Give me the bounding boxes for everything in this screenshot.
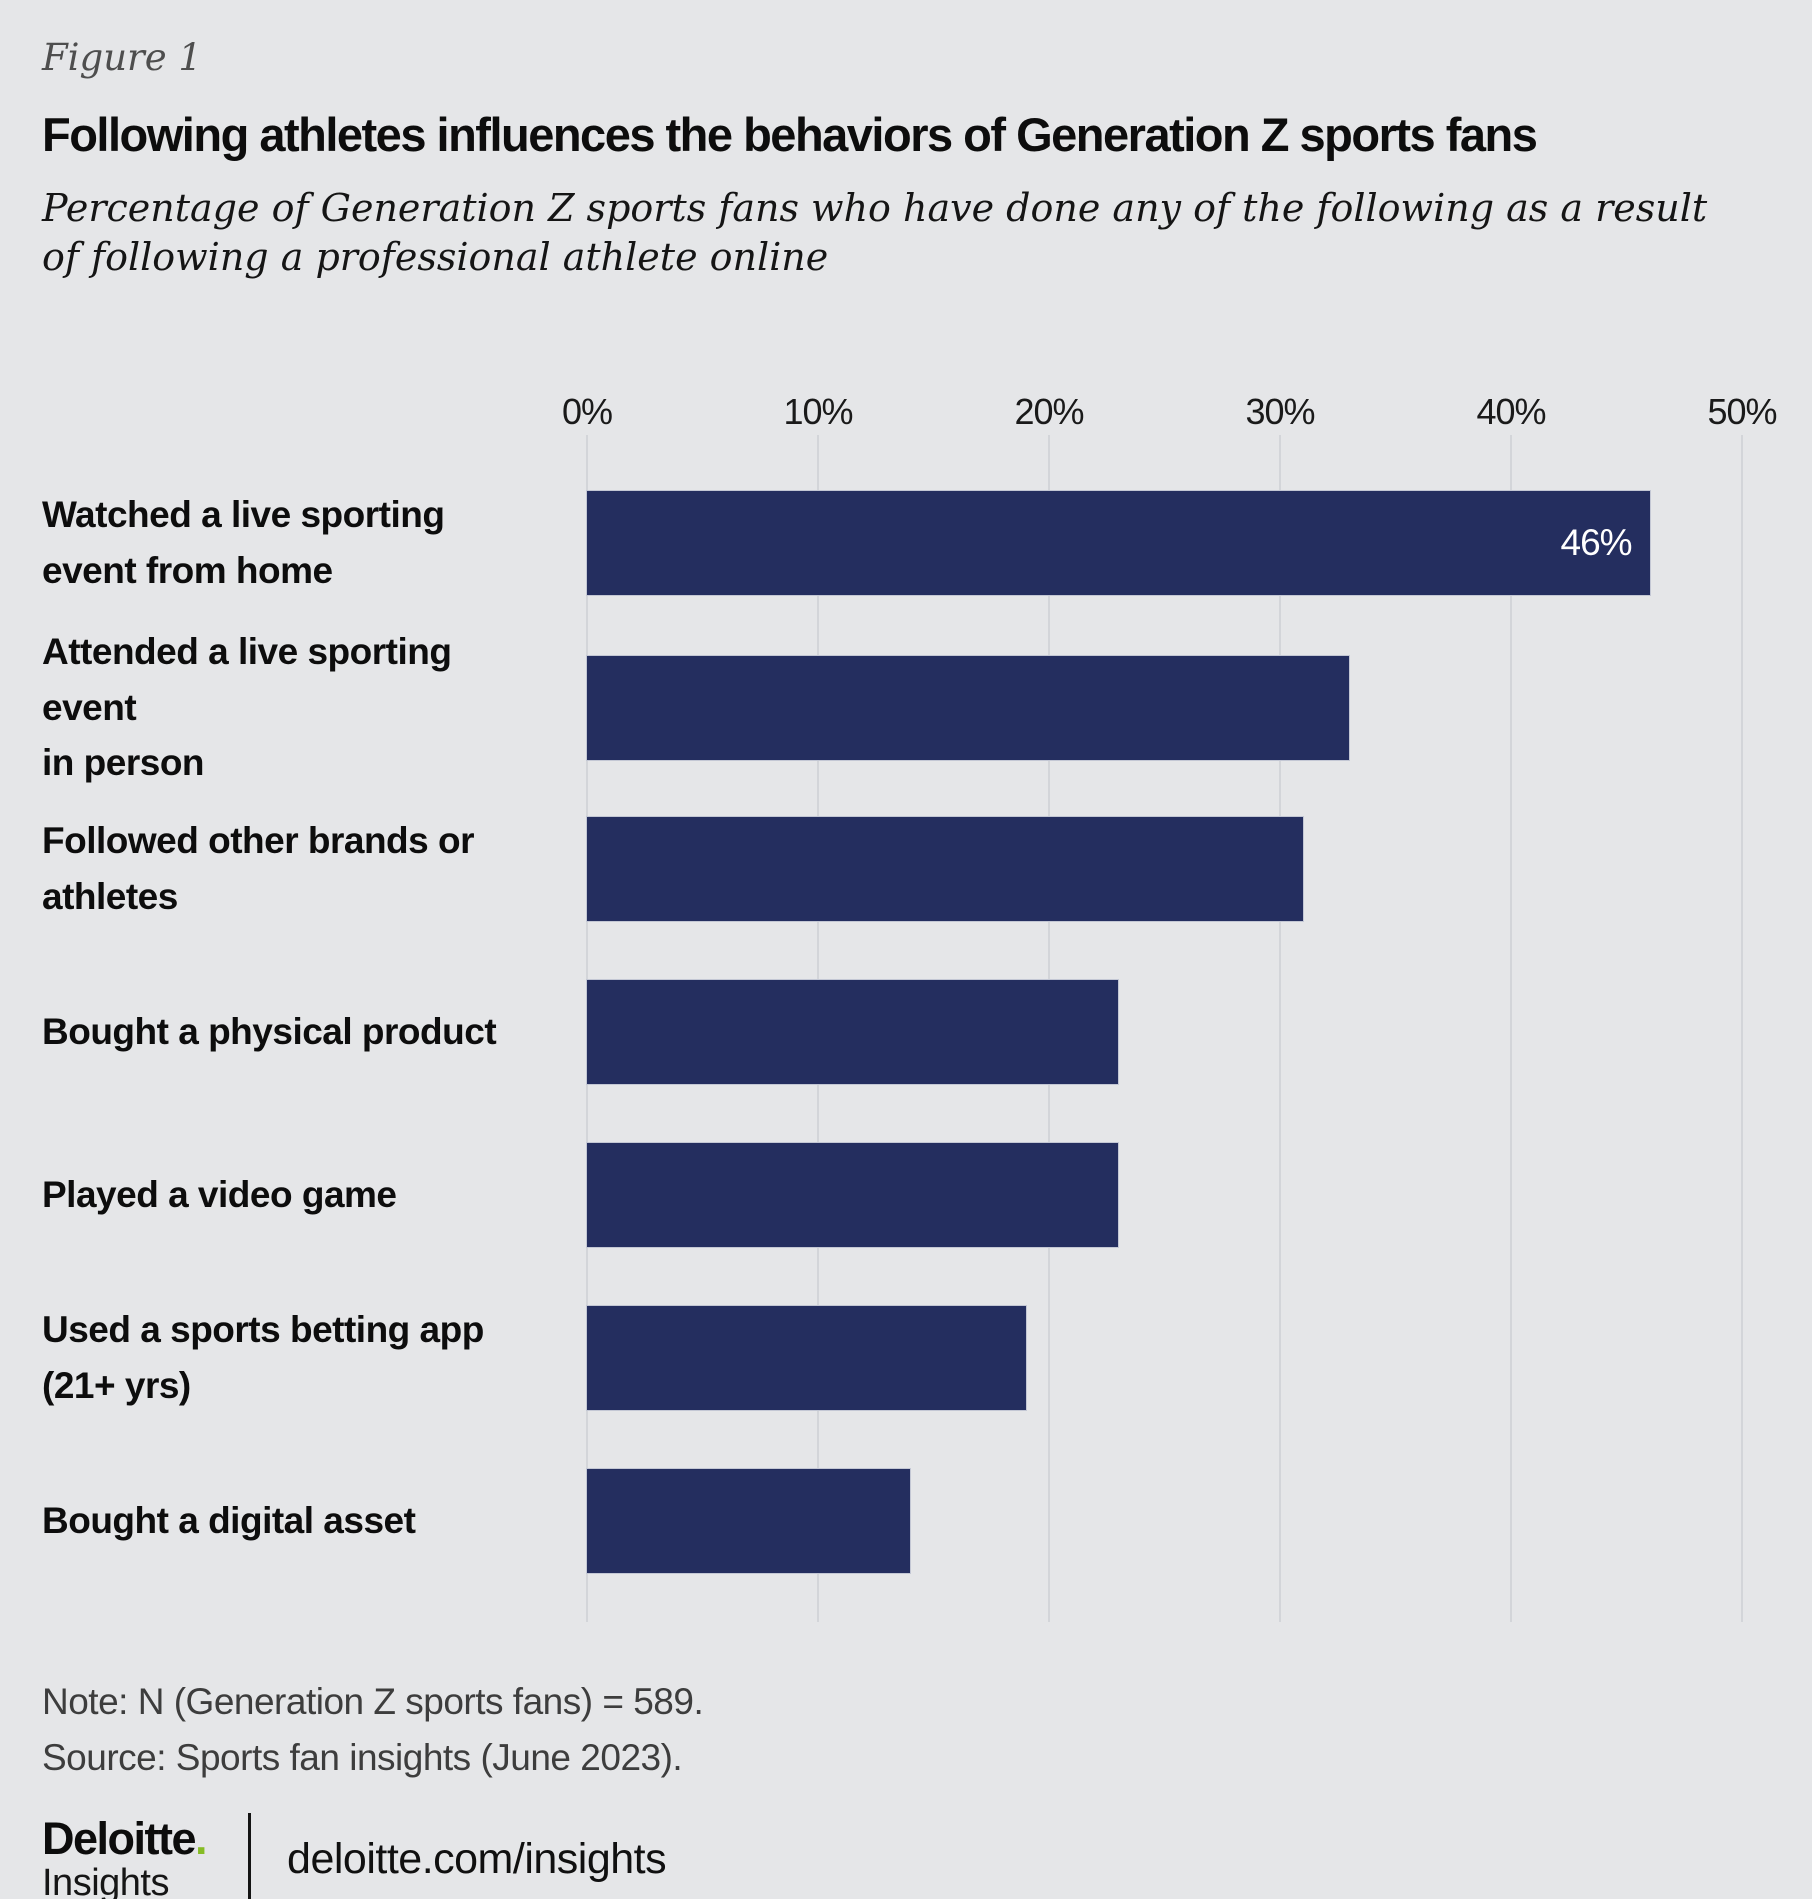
gridline xyxy=(1510,435,1512,1623)
gridline xyxy=(1741,435,1743,1623)
bar-row: Followed other brands or athletes xyxy=(42,787,1742,950)
category-label: Played a video game xyxy=(42,1174,397,1215)
bar-cell xyxy=(587,655,1742,760)
bar-chart: 0% 10% 20% 30% 40% 50% Watched a live sportin… xyxy=(42,373,1778,1623)
bar-row: Attended a live sporting event in person xyxy=(42,624,1742,787)
deloitte-insights-logo: Deloitte. Insights xyxy=(42,1813,208,1899)
bar-row: Bought a digital asset xyxy=(42,1439,1742,1602)
chart-title: Following athletes influences the behavi… xyxy=(42,108,1538,161)
bar: 46% xyxy=(587,490,1650,595)
bar-cell xyxy=(587,1305,1742,1410)
category-label: Attended a live sporting event in person xyxy=(42,631,452,784)
bar-cell xyxy=(587,816,1742,921)
x-axis-tick: 40% xyxy=(1476,391,1546,433)
chart-body: Watched a live sporting event from home 4… xyxy=(42,435,1743,1623)
bar-row: Played a video game xyxy=(42,1113,1742,1276)
footer-divider xyxy=(248,1813,252,1899)
notes-block: Note: N (Generation Z sports fans) = 589… xyxy=(42,1674,1770,1785)
bar-value-label: 46% xyxy=(1560,521,1633,563)
bar xyxy=(587,1305,1026,1410)
bar-cell xyxy=(587,1468,1742,1573)
bar xyxy=(587,1468,911,1573)
bar xyxy=(587,816,1304,921)
bar xyxy=(587,1142,1119,1247)
footer-url: deloitte.com/insights xyxy=(287,1834,667,1883)
bar-row: Watched a live sporting event from home 4… xyxy=(42,461,1742,624)
bar-cell: 46% xyxy=(587,490,1742,595)
x-axis-tick: 0% xyxy=(561,391,613,433)
category-label: Bought a digital asset xyxy=(42,1500,416,1541)
bar-cell xyxy=(587,1142,1742,1247)
category-label: Bought a physical product xyxy=(42,1011,497,1052)
bar-cell xyxy=(587,979,1742,1084)
chart-subtitle: Percentage of Generation Z sports fans w… xyxy=(42,186,1708,279)
x-axis-ticks: 0% 10% 20% 30% 40% 50% xyxy=(562,373,1778,435)
x-axis-tick: 20% xyxy=(1014,391,1084,433)
category-label: Followed other brands or athletes xyxy=(42,820,475,917)
footer: Deloitte. Insights deloitte.com/insights xyxy=(42,1813,1770,1899)
x-axis: 0% 10% 20% 30% 40% 50% xyxy=(42,373,1778,435)
bar-rows: Watched a live sporting event from home 4… xyxy=(42,461,1742,1602)
category-label: Watched a live sporting event from home xyxy=(42,494,445,591)
x-axis-tick: 30% xyxy=(1245,391,1315,433)
note-text: Note: N (Generation Z sports fans) = 589… xyxy=(42,1681,704,1723)
bar-row: Bought a physical product xyxy=(42,950,1742,1113)
brand-name: Deloitte xyxy=(42,1813,197,1865)
bar-row: Used a sports betting app (21+ yrs) xyxy=(42,1276,1742,1439)
category-label: Used a sports betting app (21+ yrs) xyxy=(42,1309,484,1406)
brand-dot: . xyxy=(195,1813,208,1865)
source-text: Source: Sports fan insights (June 2023). xyxy=(42,1736,683,1778)
bar xyxy=(587,655,1350,760)
gridline xyxy=(1279,435,1281,1623)
x-axis-tick: 10% xyxy=(783,391,853,433)
x-axis-tick: 50% xyxy=(1707,391,1777,433)
brand-wordmark: Deloitte. xyxy=(42,1813,208,1865)
axis-spacer xyxy=(42,373,587,435)
bar xyxy=(587,979,1119,1084)
brand-sub: Insights xyxy=(42,1862,169,1899)
figure-label: Figure 1 xyxy=(42,36,202,79)
